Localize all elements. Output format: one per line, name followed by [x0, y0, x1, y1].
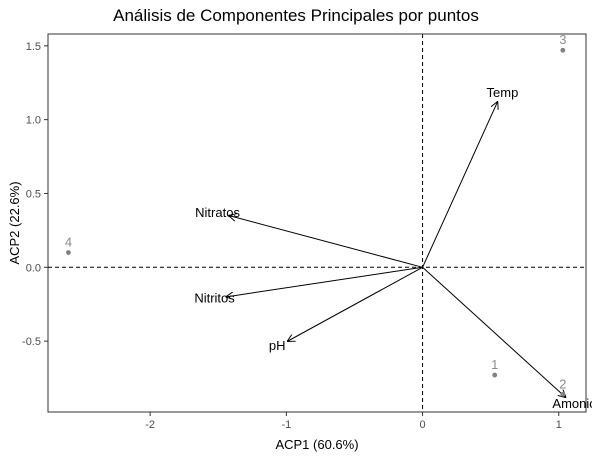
- vector-label-nitratos: Nitratos: [195, 205, 240, 220]
- observation-label-1: 1: [491, 357, 498, 372]
- vector-arrow-nitritos: [226, 266, 423, 297]
- vector-label-amonio: Amonio: [552, 396, 592, 411]
- observation-point-3: [560, 47, 566, 53]
- vector-arrow-temp: [422, 102, 498, 268]
- y-axis-title: ACP2 (22.6%): [7, 181, 22, 264]
- y-tick-label: 1.5: [26, 41, 41, 53]
- y-tick-label: -0.5: [22, 336, 41, 348]
- y-tick-label: 0.5: [26, 188, 41, 200]
- vector-label-nitritos: Nitritos: [194, 290, 235, 305]
- observation-point-4: [66, 250, 71, 255]
- observation-label-3: 3: [559, 32, 566, 47]
- observation-point-2: [560, 391, 566, 397]
- y-tick-label: 1.0: [26, 115, 41, 127]
- vector-arrow-nitratos: [229, 216, 423, 268]
- plot-panel: [47, 33, 587, 413]
- x-tick-label: 1: [556, 419, 562, 431]
- vector-arrow-ph: [288, 266, 423, 341]
- y-tick-label: 0.0: [26, 262, 41, 274]
- observation-point-1: [492, 372, 498, 378]
- chart-title: Análisis de Componentes Principales por …: [113, 6, 479, 25]
- vector-arrow-amonio: [422, 266, 566, 397]
- vector-label-temp: Temp: [487, 85, 519, 100]
- x-tick-label: -2: [145, 419, 155, 431]
- x-tick-label: 0: [419, 419, 425, 431]
- x-tick-label: -1: [281, 419, 291, 431]
- observation-label-2: 2: [559, 376, 566, 391]
- observation-label-4: 4: [65, 235, 72, 250]
- x-axis-title: ACP1 (60.6%): [275, 437, 358, 452]
- vector-label-ph: pH: [269, 338, 286, 353]
